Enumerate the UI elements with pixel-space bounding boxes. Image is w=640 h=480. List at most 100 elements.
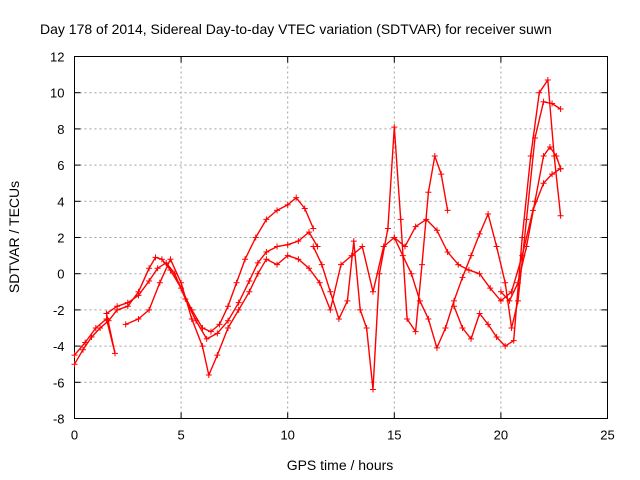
y-tick-label: 2 [57,231,64,246]
series-6 [450,77,564,350]
data-point [301,205,308,212]
data-point [391,234,398,241]
x-tick-label: 25 [600,428,614,443]
data-point [92,325,99,331]
data-point [146,265,153,272]
data-point [416,297,423,304]
data-point [425,315,432,322]
data-point [506,297,513,304]
data-point [431,153,438,160]
data-point [502,279,509,286]
data-point [295,238,302,245]
data-point [369,386,376,393]
data-point [497,297,504,304]
data-point [549,171,556,178]
data-point [310,243,317,250]
data-point [391,124,398,131]
data-point [167,256,174,263]
data-point [246,288,253,295]
data-point [225,325,232,331]
data-point [502,343,509,350]
y-tick-label: -2 [53,303,65,318]
data-point [71,352,78,359]
data-point [82,339,89,346]
series-line [73,231,319,356]
data-point [519,234,526,241]
data-point [557,105,564,112]
data-point [487,285,494,292]
data-point [216,321,223,328]
data-point [540,180,547,187]
data-point [450,297,457,304]
y-tick-label: 12 [50,50,64,65]
data-point [338,261,344,268]
series-line [73,196,314,365]
series-line [125,168,561,376]
data-point [274,207,281,214]
data-point [540,98,547,105]
data-point [327,288,334,295]
data-point [553,153,560,160]
data-point [399,252,406,259]
data-point [284,252,291,259]
data-point [80,346,87,353]
series-line [312,126,449,391]
x-tick-label: 15 [387,428,401,443]
data-point [293,194,300,201]
series-7 [497,144,564,304]
data-point [335,315,342,322]
data-point [536,89,543,96]
data-point [124,299,131,306]
data-point [468,252,475,259]
data-point [476,310,483,317]
data-point [419,261,426,268]
plot-area [71,77,564,393]
y-tick-label: -4 [53,339,65,354]
x-tick-label: 0 [71,428,78,443]
data-point [433,344,440,351]
data-point [156,279,163,286]
data-point [112,350,119,357]
y-tick-label: 10 [50,86,64,101]
y-tick-label: 6 [57,158,64,173]
data-point [135,292,142,299]
data-point [103,315,110,322]
y-tick-label: 8 [57,122,64,137]
data-point [444,207,451,214]
data-point [284,201,291,208]
data-point [557,212,564,219]
data-point [412,223,419,230]
data-point [254,259,261,266]
data-point [359,243,366,250]
series-1 [71,194,317,368]
data-point [514,297,521,304]
y-tick-label: 0 [57,267,64,282]
data-point [425,189,432,196]
data-point [263,216,270,223]
data-point [376,270,383,277]
data-point [71,361,78,368]
data-point [444,248,451,255]
data-point [514,279,521,286]
data-point [199,343,206,350]
data-point [225,303,232,310]
data-point [235,299,242,306]
data-point [263,256,270,263]
series-5 [391,98,564,351]
data-point [316,279,323,286]
data-point [363,325,370,331]
data-point [154,265,161,272]
data-point [306,229,313,236]
series-3 [122,165,564,379]
data-point [408,270,415,277]
chart-title: Day 178 of 2014, Sidereal Day-to-day VTE… [40,21,552,37]
data-point [532,198,539,205]
data-point [468,335,475,342]
data-point [188,315,195,322]
data-point [122,321,129,328]
data-point [214,330,221,337]
data-point [523,243,530,250]
data-point [205,372,212,379]
data-point [146,277,153,284]
